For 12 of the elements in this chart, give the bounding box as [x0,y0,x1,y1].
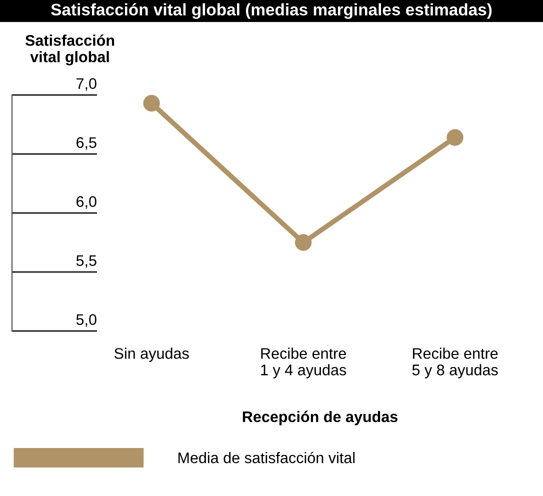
chart-title: Satisfacción vital global (medias marginales estimadas) [51,3,492,19]
text: Media de satisfacción vital [178,452,355,464]
x-axis-title: Recepción de ayudas [242,410,398,426]
x-tick-label: Sin ayudas [114,348,189,362]
y-tick-label: 5,0 [76,314,96,327]
y-tick-label: 5,5 [76,255,96,268]
y-axis-title: Satisfacción vital global [25,34,114,66]
x-tick-label: Recibe entre 5 y 8 ayudas [412,348,498,378]
y-tick-label: 7,0 [76,78,96,91]
y-tick-label: 6,5 [76,137,96,150]
x-tick-label: Recibe entre 1 y 4 ayudas [261,348,346,378]
y-tick-label: 6,0 [76,196,96,209]
